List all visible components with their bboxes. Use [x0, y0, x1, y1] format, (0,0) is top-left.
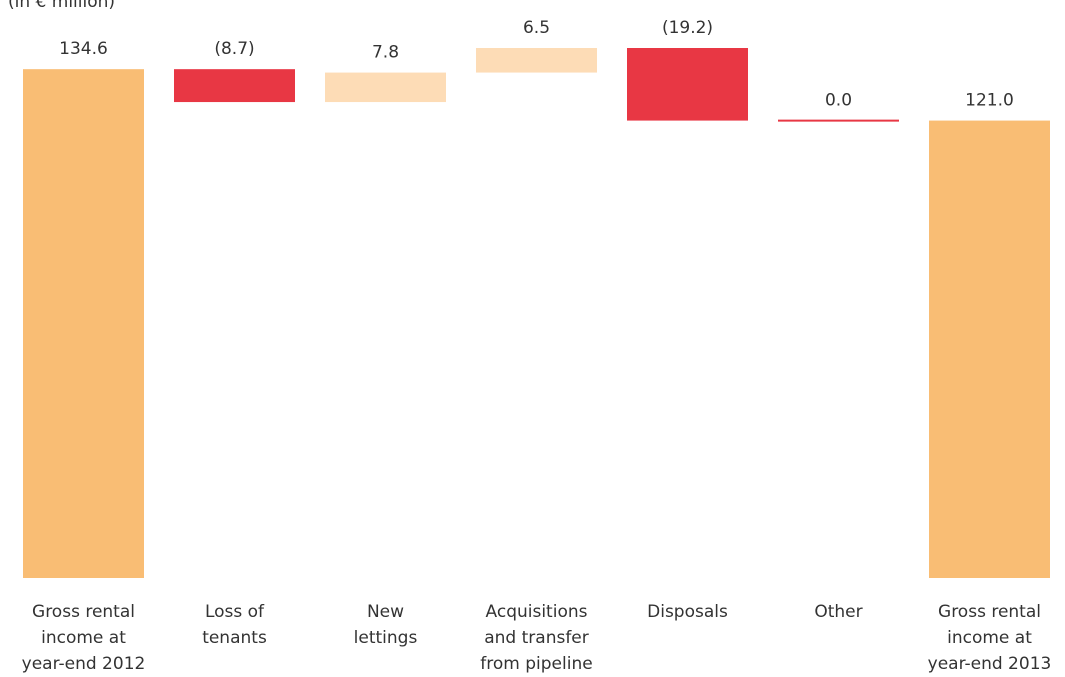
bar	[23, 69, 144, 579]
value-label: 121.0	[965, 91, 1014, 111]
value-label: (19.2)	[662, 18, 713, 38]
x-tick-label: Other	[814, 602, 862, 622]
value-label: 0.0	[825, 91, 852, 111]
value-label: 134.6	[59, 39, 108, 59]
value-label: 7.8	[372, 43, 399, 63]
bar	[476, 48, 597, 73]
bar	[627, 48, 748, 121]
bar	[929, 120, 1050, 578]
x-tick-label: Disposals	[647, 602, 728, 622]
x-tick-label: Gross rental income at year-end 2013	[928, 602, 1052, 674]
bar	[174, 69, 295, 103]
value-label: (8.7)	[214, 39, 254, 59]
x-tick-label: Loss of tenants	[202, 602, 267, 648]
chart-subtitle: (in € million)	[8, 0, 115, 12]
value-label: 6.5	[523, 18, 550, 38]
x-tick-label: Acquisitions and transfer from pipeline	[480, 602, 592, 674]
x-tick-label: New lettings	[354, 602, 418, 648]
bar	[325, 72, 446, 103]
x-tick-label: Gross rental income at year-end 2012	[22, 602, 146, 674]
